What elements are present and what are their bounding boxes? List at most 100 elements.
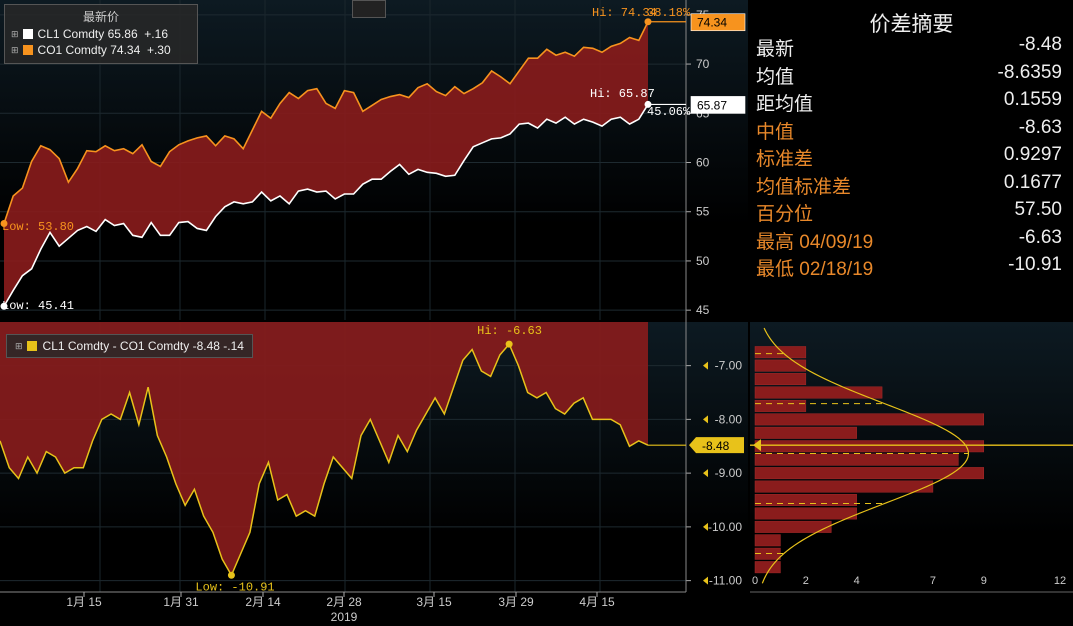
price-legend: 最新价 ⊞ CL1 Comdty 65.86 +.16 ⊞ CO1 Comdty… bbox=[4, 4, 198, 64]
summary-value: 0.1677 bbox=[1003, 171, 1062, 193]
x-tick-label: 9 bbox=[981, 575, 987, 587]
cl1-price-tag-bg bbox=[690, 96, 746, 114]
summary-title: 价差摘要 bbox=[869, 13, 954, 36]
series-color-swatch bbox=[22, 45, 33, 55]
x-tick-label: 7 bbox=[930, 575, 936, 587]
summary-label: 标准差 bbox=[756, 149, 814, 170]
summary-row: 最高 04/09/19 -6.63 bbox=[756, 227, 1062, 254]
y-tick-label: 60 bbox=[696, 156, 710, 170]
spread-last-tag-bg bbox=[689, 437, 744, 454]
y-tick-label: -10.00 bbox=[708, 520, 742, 534]
tick-arrow bbox=[703, 469, 708, 478]
cl1-hi-pct-label: 45.06% bbox=[647, 105, 691, 119]
y-tick-label: -8.00 bbox=[715, 412, 743, 426]
legend-item-co1[interactable]: ⊞ CO1 Comdty 74.34 +.30 bbox=[11, 43, 197, 57]
legend-series-name: CL1 Comdty bbox=[37, 27, 105, 41]
co1-low-label: Low: 53.80 bbox=[2, 220, 74, 234]
y-tick-label: 45 bbox=[696, 303, 710, 317]
spread-legend-label: CL1 Comdty - CO1 Comdty -8.48 -.14 bbox=[42, 339, 244, 353]
summary-row: 最低 02/18/19 -10.91 bbox=[756, 254, 1062, 281]
series-color-swatch bbox=[22, 29, 33, 39]
normal-curve bbox=[761, 327, 970, 584]
summary-label: 中值 bbox=[756, 121, 795, 143]
cl1-price-tag: 65.87 bbox=[697, 98, 727, 112]
histogram-bar bbox=[754, 520, 832, 533]
summary-value: -8.48 bbox=[1018, 34, 1062, 55]
spread-last-tag: -8.48 bbox=[702, 439, 730, 453]
tick-arrow bbox=[703, 576, 708, 585]
expand-icon[interactable]: ⊞ bbox=[15, 340, 23, 351]
tick-arrow bbox=[703, 361, 708, 370]
legend-series-last: 65.86 bbox=[107, 27, 138, 41]
histogram-bar bbox=[754, 346, 807, 359]
summary-row: 距均值 0.1559 bbox=[756, 89, 1062, 116]
spread-legend[interactable]: ⊞ CL1 Comdty - CO1 Comdty -8.48 -.14 bbox=[6, 334, 253, 358]
histogram-bar bbox=[754, 507, 857, 520]
y-tick-label: 70 bbox=[696, 57, 710, 71]
histogram-bar bbox=[754, 494, 857, 506]
tick-arrow bbox=[703, 522, 708, 531]
x-tick-label: 1月 31 bbox=[163, 595, 199, 609]
summary-label: 最新 bbox=[756, 39, 795, 60]
cl1-line bbox=[3, 103, 649, 307]
cl1-hi-label: Hi: 65.87 bbox=[590, 87, 655, 101]
chart-type-button[interactable] bbox=[352, 0, 386, 18]
summary-row: 标准差 0.9297 bbox=[756, 144, 1062, 171]
x-tick-label: 4月 15 bbox=[579, 595, 615, 609]
summary-value: 0.1559 bbox=[1003, 89, 1062, 110]
summary-label: 最高 04/09/19 bbox=[756, 231, 874, 253]
spread-hi-label: Hi: -6.63 bbox=[477, 324, 542, 338]
summary-value: 0.9297 bbox=[1003, 144, 1062, 165]
histogram-bar bbox=[754, 453, 959, 466]
histogram-bar bbox=[754, 440, 984, 453]
histogram-bar bbox=[754, 386, 883, 399]
spread-line bbox=[0, 342, 649, 577]
histogram-bar bbox=[754, 399, 807, 412]
y-tick-label: -7.00 bbox=[715, 359, 743, 373]
summary-label: 最低 02/18/19 bbox=[756, 259, 874, 280]
summary-label: 距均值 bbox=[756, 94, 814, 115]
expand-icon[interactable]: ⊞ bbox=[11, 44, 19, 55]
co1-low-marker bbox=[0, 220, 8, 228]
spread-low-marker bbox=[227, 571, 235, 579]
spread-histogram-panel: 0 2 4 7 9 12 bbox=[750, 322, 1073, 626]
y-tick-label: 50 bbox=[696, 254, 710, 268]
histogram-bar bbox=[754, 534, 781, 547]
co1-hi-pct-label: 38.18% bbox=[647, 6, 691, 20]
histogram-bar bbox=[754, 359, 807, 372]
x-tick-label: 1月 15 bbox=[66, 595, 102, 609]
cl1-hi-marker bbox=[644, 100, 652, 108]
x-tick-label: 2 bbox=[803, 575, 809, 587]
histogram-bar bbox=[754, 426, 857, 439]
summary-label: 均值 bbox=[756, 66, 795, 88]
spread-chart: -7.00 -8.00 -9.00 -10.00 -11.00 Hi: -6.63 Low:… bbox=[0, 322, 744, 624]
y-tick-label: -9.00 bbox=[715, 466, 743, 480]
y-tick-label: -11.00 bbox=[709, 574, 742, 588]
expand-icon[interactable]: ⊞ bbox=[11, 28, 19, 39]
summary-value: 57.50 bbox=[1014, 199, 1062, 220]
series-color-swatch bbox=[26, 341, 37, 351]
legend-series-change: +.16 bbox=[144, 27, 168, 41]
legend-item-cl1[interactable]: ⊞ CL1 Comdty 65.86 +.16 bbox=[11, 27, 197, 41]
summary-value: -6.63 bbox=[1018, 226, 1062, 248]
histogram-bar bbox=[754, 373, 807, 386]
summary-row: 中值 -8.63 bbox=[756, 117, 1062, 144]
summary-value: -8.6359 bbox=[997, 61, 1062, 83]
summary-row: 均值标准差 0.1677 bbox=[756, 172, 1062, 199]
x-tick-label: 3月 15 bbox=[416, 595, 452, 609]
x-tick-label: 12 bbox=[1054, 575, 1066, 587]
spread-hi-marker bbox=[505, 340, 513, 348]
x-tick-label: 2月 14 bbox=[245, 595, 281, 609]
last-value-arrow bbox=[753, 439, 761, 452]
co1-price-tag-bg bbox=[690, 13, 746, 32]
co1-hi-label: Hi: 74.34 bbox=[592, 6, 657, 20]
y-tick-label: 55 bbox=[696, 205, 710, 219]
spread-low-label: Low: -10.91 bbox=[195, 580, 274, 594]
x-tick-label: 4 bbox=[854, 575, 860, 587]
cl1-low-marker bbox=[0, 302, 8, 310]
summary-row: 最新 -8.48 bbox=[756, 34, 1062, 61]
spread-chart-panel[interactable]: -7.00 -8.00 -9.00 -10.00 -11.00 Hi: -6.63 Low:… bbox=[0, 322, 748, 626]
tick-arrow bbox=[703, 415, 708, 424]
